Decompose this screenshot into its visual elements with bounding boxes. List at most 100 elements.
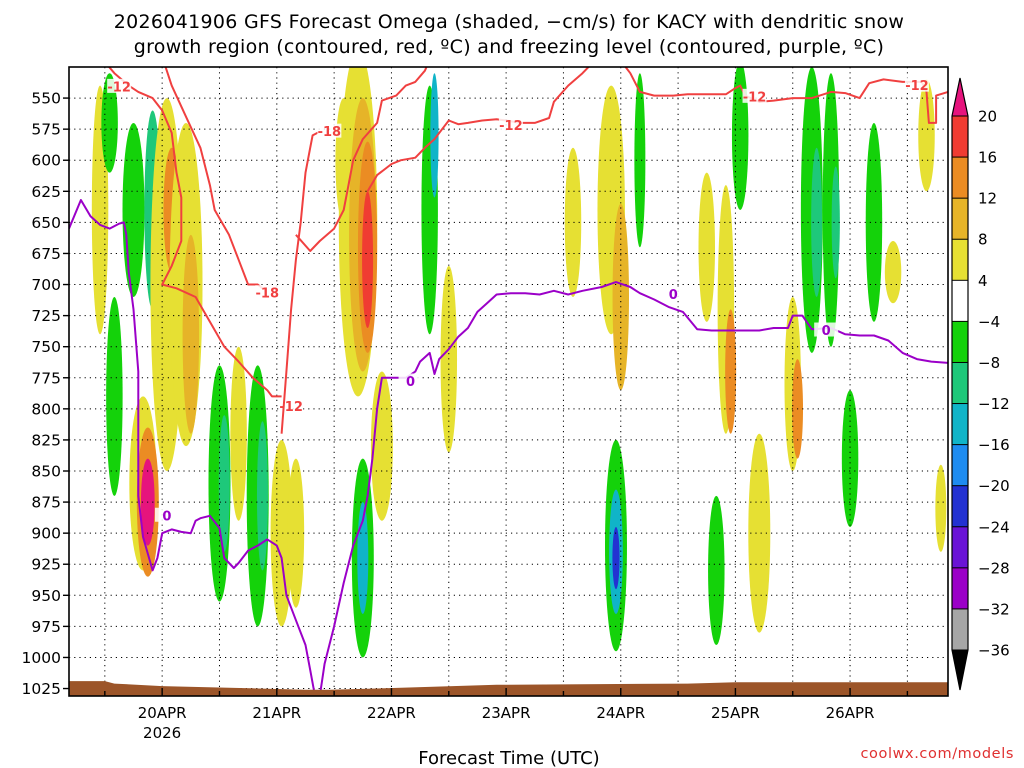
ytick-label-600: 600 — [31, 152, 61, 170]
ytick-label-925: 925 — [31, 556, 61, 574]
contour-label-dgz-minus12-upper-0: -12 — [107, 80, 131, 95]
colorbar-label-9: −20 — [978, 477, 1010, 495]
contour-label-bg-dgz-minus12-upper-1 — [279, 398, 304, 413]
contour-label-bg-dgz-minus12-main-2 — [904, 77, 929, 92]
colorbar-label-10: −24 — [978, 518, 1010, 536]
ytick-label-550: 550 — [31, 90, 61, 108]
colorbar-band-9 — [952, 280, 968, 322]
ytick-label-975: 975 — [31, 618, 61, 636]
ytick-label-650: 650 — [31, 214, 61, 232]
omega-cell-37 — [698, 172, 715, 322]
colorbar-label-1: 16 — [978, 149, 997, 167]
x-axis: 20APR 2026 21APR 22APR 23APR 24APR 25APR 26APR — [104, 688, 909, 742]
omega-cell-46 — [811, 147, 823, 297]
x-axis-title: Forecast Time (UTC) — [418, 748, 599, 768]
omega-cell-52 — [918, 79, 935, 192]
contour-dgz-minus18-lower — [164, 67, 264, 290]
xtick-label-4: 24APR — [596, 704, 645, 722]
contour-freezing-level — [69, 199, 948, 696]
colorbar-band-13 — [952, 116, 968, 158]
dotted-grid — [69, 67, 948, 696]
omega-cell-50 — [865, 122, 883, 322]
colorbar-label-12: −32 — [978, 600, 1010, 618]
ytick-label-700: 700 — [31, 276, 61, 294]
omega-shading — [91, 67, 947, 658]
y-axis: 550 575 600 625 650 675 700 725 750 775 800 825 850 8… — [22, 90, 69, 698]
credit-text: coolwx.com/models — [860, 746, 1014, 762]
omega-cell-47 — [822, 73, 840, 347]
contour-label-bg-freezing-level-2 — [661, 286, 686, 301]
colorbar-band-1 — [952, 608, 968, 650]
contour-dgz-minus18-middle — [280, 130, 321, 434]
contour-label-bg-dgz-minus12-main-1 — [742, 88, 767, 103]
omega-cell-2 — [106, 296, 123, 496]
ytick-label-675: 675 — [31, 245, 61, 263]
xtick-label-0: 20APR — [138, 704, 187, 722]
ytick-label-950: 950 — [31, 587, 61, 605]
colorbar-band-12 — [952, 157, 968, 199]
contour-label-dgz-minus12-main-0: -12 — [499, 119, 523, 134]
colorbar-label-8: −16 — [978, 436, 1010, 454]
omega-cell-3 — [122, 122, 145, 297]
colorbar-band-4 — [952, 485, 968, 527]
omega-cell-35 — [612, 526, 620, 590]
plot-frame — [68, 66, 949, 697]
omega-cell-28 — [430, 73, 439, 198]
colorbar-label-5: −4 — [978, 313, 1000, 331]
ytick-label-1025: 1025 — [22, 680, 61, 698]
ytick-label-775: 775 — [31, 369, 61, 387]
contour-label-dgz-minus18-middle-0: -18 — [318, 125, 342, 140]
omega-cell-30 — [564, 147, 582, 297]
omega-cell-36 — [634, 73, 646, 248]
omega-cell-17 — [270, 439, 293, 627]
colorbar-label-0: 20 — [978, 108, 997, 126]
colorbar-band-8 — [952, 321, 968, 363]
contour-label-bg-dgz-minus12-main-0 — [498, 117, 523, 132]
ytick-label-825: 825 — [31, 431, 61, 449]
colorbar-band-6 — [952, 403, 968, 445]
omega-cell-53 — [935, 464, 947, 552]
colorbar: 20 16 12 8 4 −4 −8 −12 −16 −20 −24 −28 −32 −36 — [951, 77, 1010, 691]
xtick-sublabel-0: 2026 — [143, 724, 181, 742]
terrain-ground — [69, 681, 948, 696]
omega-cell-40 — [708, 495, 725, 646]
omega-cell-42 — [748, 433, 771, 633]
ytick-label-900: 900 — [31, 525, 61, 543]
contour-label-freezing-level-3: 0 — [822, 324, 831, 339]
contour-label-dgz-minus12-upper-1: -12 — [279, 400, 303, 415]
colorbar-label-13: −36 — [978, 642, 1010, 660]
xtick-label-1: 21APR — [252, 704, 301, 722]
xtick-label-6: 26APR — [826, 704, 875, 722]
contour-label-bg-dgz-minus18-middle-0 — [317, 123, 342, 138]
title-line-1: 2026041906 GFS Forecast Omega (shaded, −… — [114, 11, 905, 33]
ytick-label-875: 875 — [31, 494, 61, 512]
colorbar-band-10 — [952, 239, 968, 281]
ytick-label-1000: 1000 — [22, 649, 61, 667]
contour-label-freezing-level-1: 0 — [406, 375, 415, 390]
omega-cell-41 — [731, 67, 749, 210]
colorbar-band-2 — [952, 567, 968, 609]
contour-dgz-minus12-main — [366, 67, 948, 192]
ytick-label-750: 750 — [31, 338, 61, 356]
ytick-label-725: 725 — [31, 307, 61, 325]
colorbar-label-11: −28 — [978, 559, 1010, 577]
contour-label-dgz-minus12-main-2: -12 — [905, 79, 929, 94]
colorbar-label-2: 12 — [978, 190, 997, 208]
colorbar-band-7 — [952, 362, 968, 404]
contour-label-freezing-level-0: 0 — [162, 509, 171, 524]
xtick-label-3: 23APR — [482, 704, 531, 722]
contour-dgz-minus12-upper — [107, 67, 282, 398]
omega-cell-51 — [884, 241, 902, 304]
contour-label-bg-freezing-level-3 — [814, 322, 839, 337]
ytick-label-625: 625 — [31, 183, 61, 201]
omega-cell-13 — [218, 415, 230, 552]
omega-cell-49 — [841, 390, 859, 527]
omega-cell-18 — [287, 458, 305, 608]
plot-area: -12 -12 -18 -18 -12 -12 -12 0 0 0 0 — [69, 67, 948, 696]
contour-label-bg-freezing-level-1 — [398, 373, 423, 388]
contour-label-bg-dgz-minus12-upper-0 — [107, 78, 132, 93]
omega-cell-48 — [831, 166, 840, 279]
colorbar-label-4: 4 — [978, 272, 988, 290]
colorbar-label-7: −12 — [978, 395, 1010, 413]
